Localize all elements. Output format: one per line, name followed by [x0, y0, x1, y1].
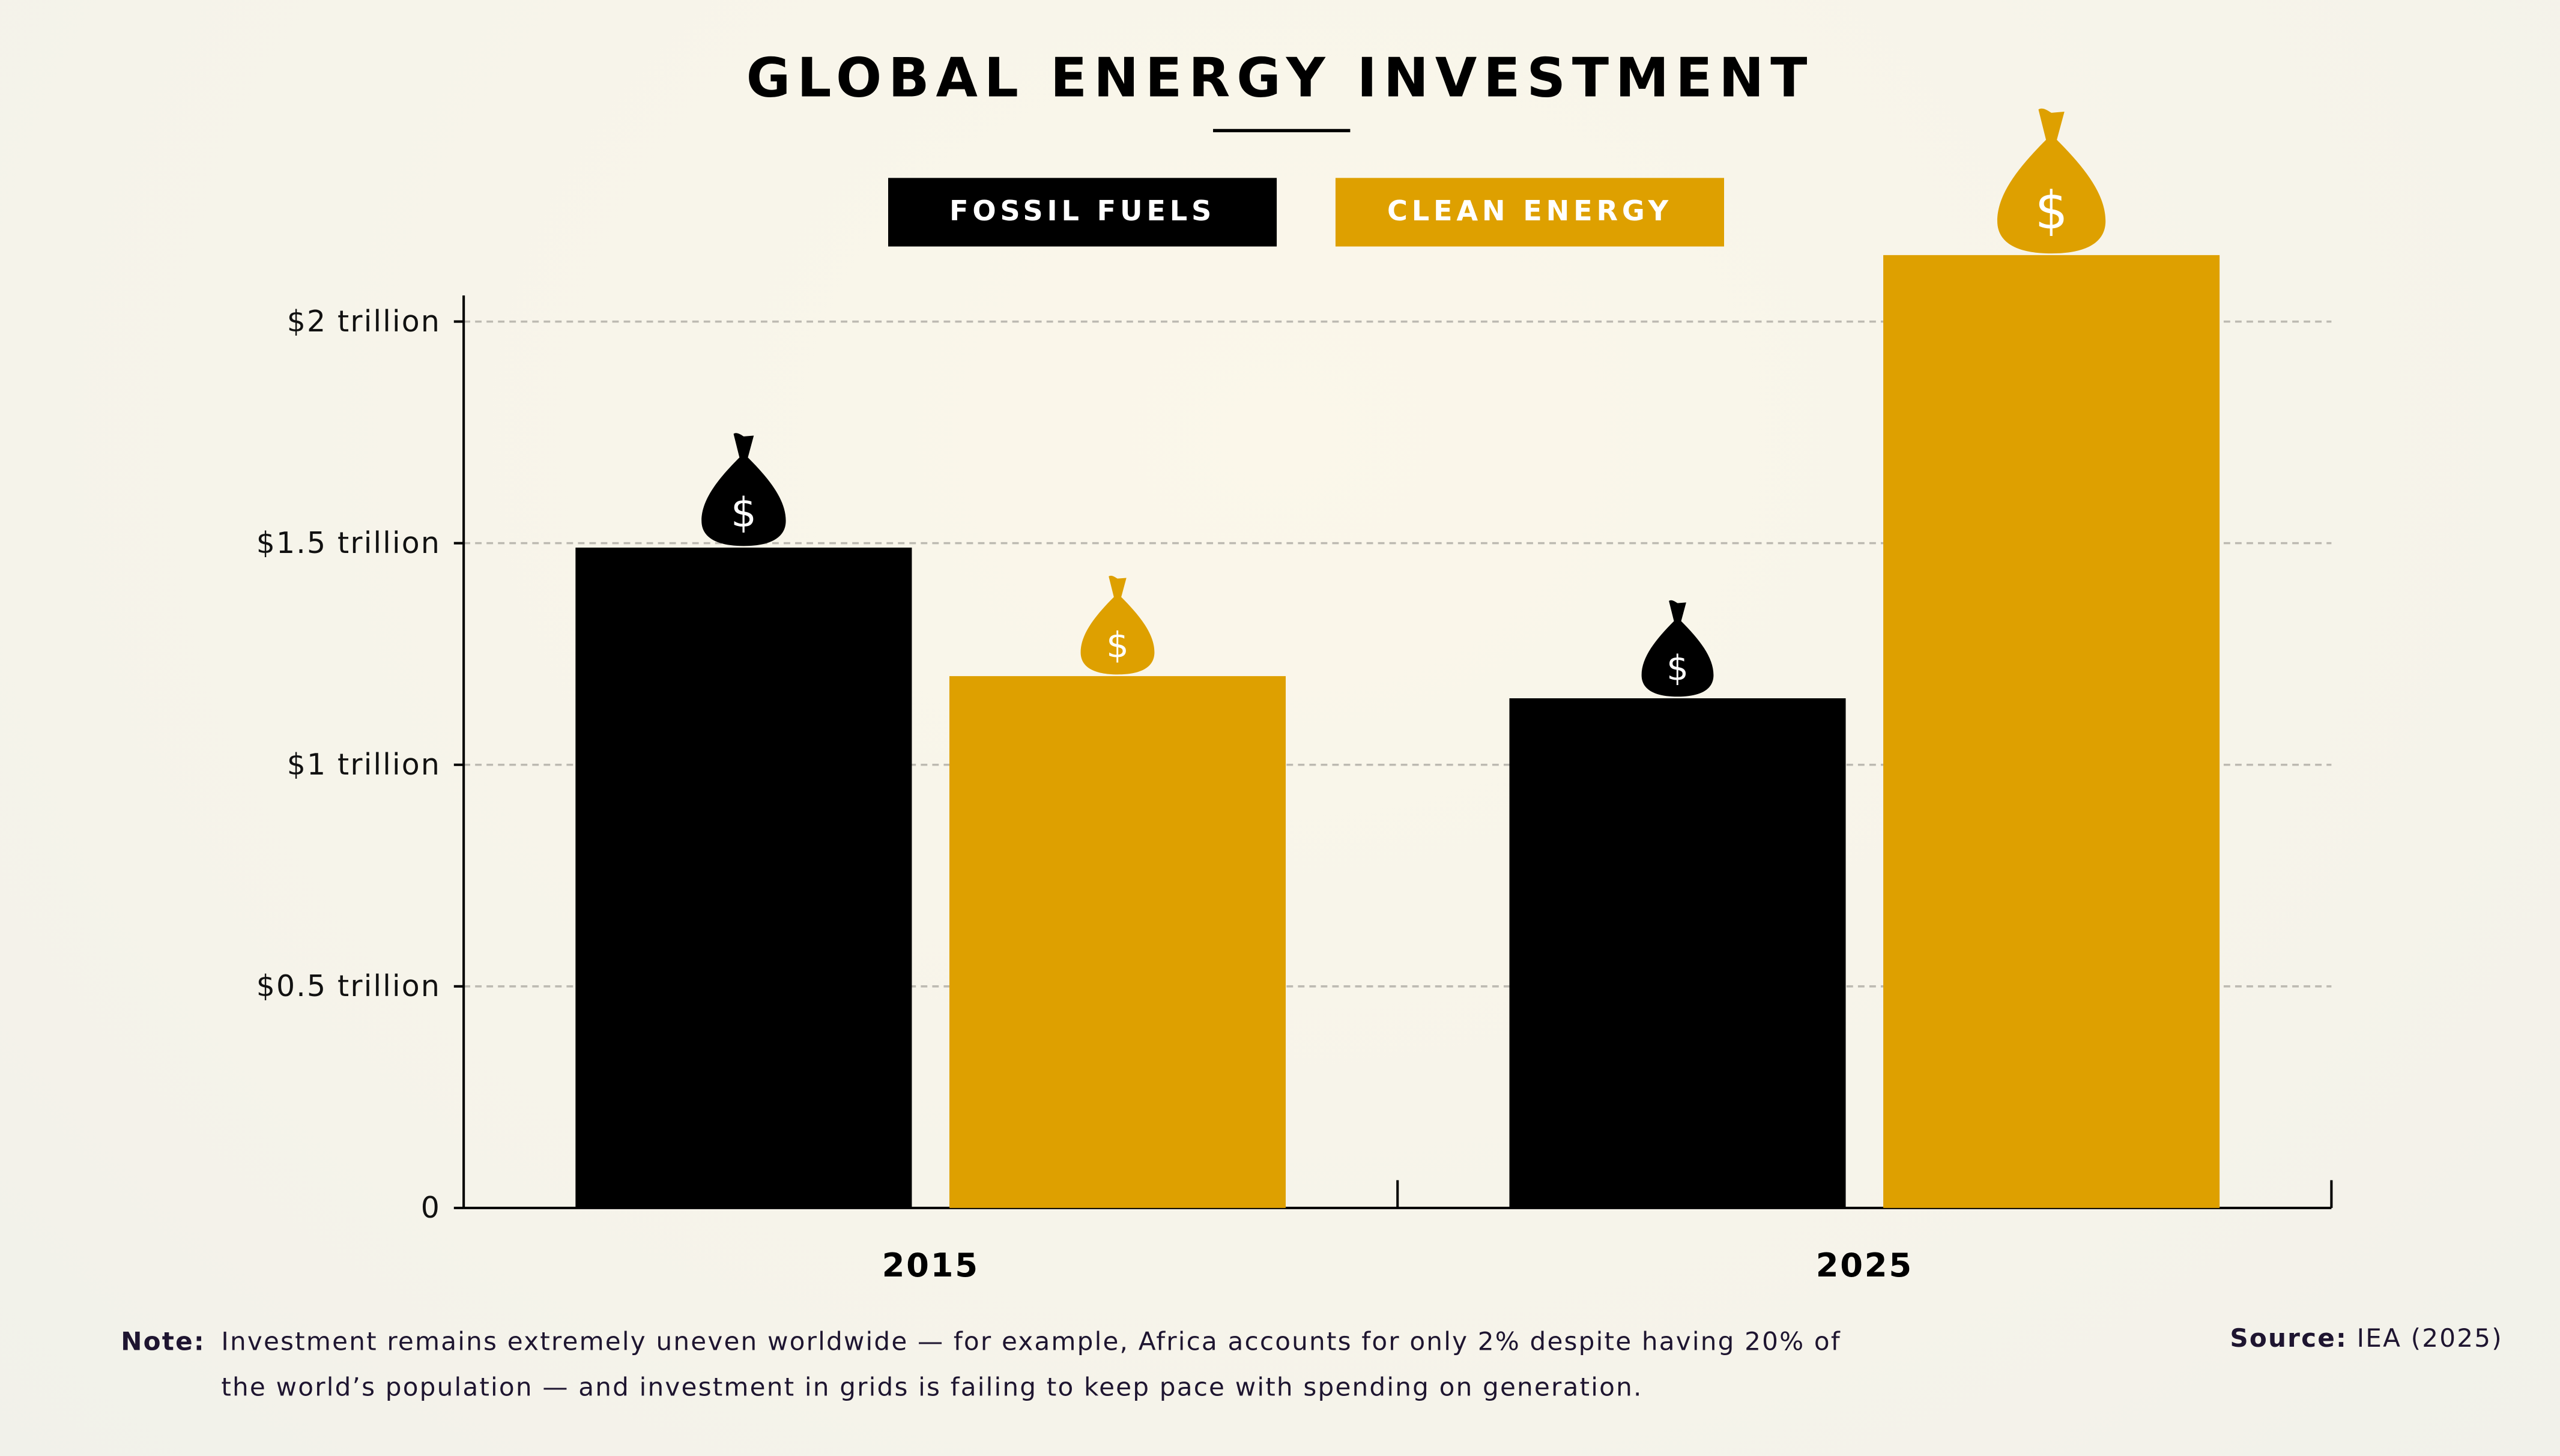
legend-fossil-fuels: FOSSIL FUELS	[888, 178, 1277, 247]
x-category-label: 2025	[1816, 1246, 1913, 1284]
source-label: Source:	[2230, 1323, 2348, 1353]
source: Source: IEA (2025)	[2230, 1319, 2502, 1358]
money-bag-icon: $	[1997, 108, 2106, 254]
title-underline	[1213, 128, 1351, 133]
money-bag-shape	[1641, 600, 1714, 697]
y-tick-label: $1.5 trillion	[256, 526, 441, 560]
source-text: IEA (2025)	[2356, 1323, 2503, 1353]
y-tick-label: 0	[421, 1191, 441, 1225]
dollar-sign: $	[1106, 624, 1129, 666]
y-tick-label: $1 trillion	[287, 748, 441, 782]
bar-fossil-fuels-2025	[1509, 698, 1846, 1208]
bar-clean-energy-2015	[949, 676, 1286, 1208]
note-label: Note:	[121, 1327, 205, 1357]
y-tick-label: $0.5 trillion	[256, 969, 441, 1003]
money-bag-icon: $	[1641, 600, 1714, 697]
money-bag-shape	[1080, 575, 1155, 675]
money-bag-shape	[701, 433, 786, 546]
money-bag-icon: $	[1080, 575, 1155, 675]
note-text: Investment remains extremely uneven worl…	[221, 1327, 1841, 1403]
dollar-sign: $	[2035, 181, 2068, 241]
bar-fossil-fuels-2015	[575, 548, 912, 1208]
y-tick-label: $2 trillion	[287, 304, 441, 339]
dollar-sign: $	[1666, 648, 1689, 689]
footnote: Note: Investment remains extremely uneve…	[121, 1319, 1886, 1410]
dollar-sign: $	[731, 489, 757, 536]
chart-title: GLOBAL ENERGY INVESTMENT	[746, 46, 1814, 110]
bar-clean-energy-2025	[1883, 255, 2220, 1208]
money-bag-icon: $	[701, 433, 786, 546]
x-category-label: 2015	[882, 1246, 979, 1284]
money-bag-shape	[1997, 108, 2106, 254]
legend-clean-energy: CLEAN ENERGY	[1335, 178, 1724, 247]
